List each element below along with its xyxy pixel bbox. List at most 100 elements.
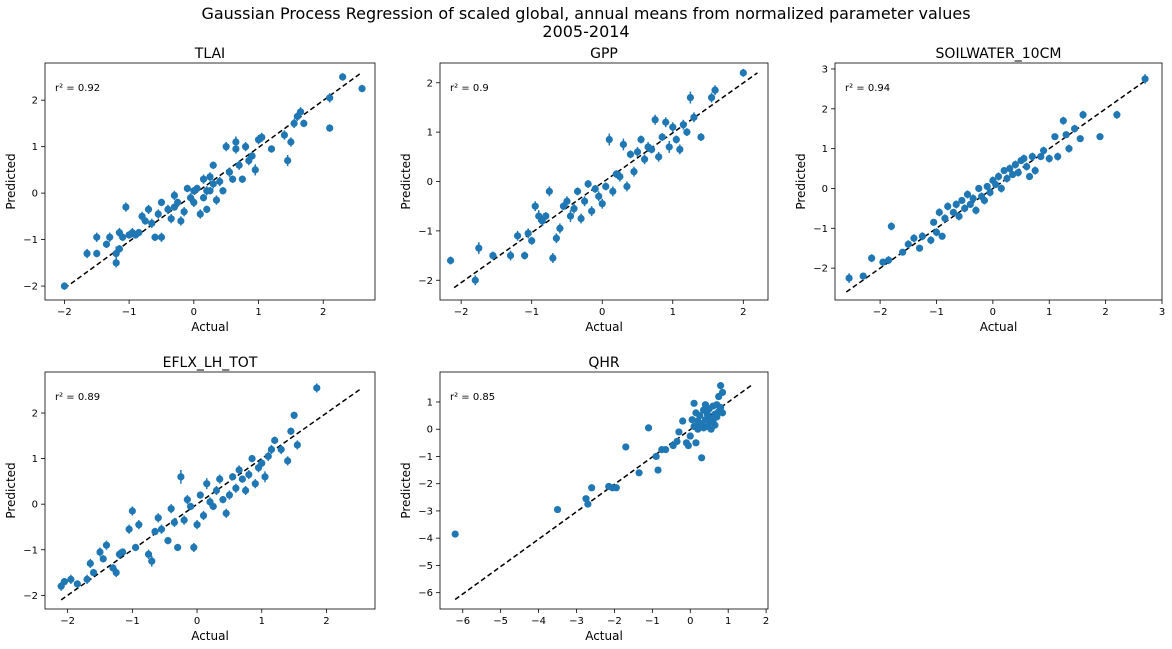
data-point <box>177 473 185 481</box>
x-tick-label: 1 <box>255 307 261 318</box>
y-tick-label: 0 <box>822 184 828 195</box>
data-point <box>60 578 69 586</box>
data-point <box>531 202 539 210</box>
data-point <box>183 184 191 193</box>
data-point <box>174 198 182 207</box>
data-point <box>245 470 253 479</box>
x-tick-label: −5 <box>493 616 508 627</box>
data-point <box>963 190 972 199</box>
data-point <box>1028 153 1036 161</box>
data-point <box>313 384 321 392</box>
x-tick-label: 1 <box>670 307 676 318</box>
data-point <box>640 155 649 163</box>
data-point <box>157 525 166 533</box>
data-point <box>622 443 630 451</box>
data-point <box>241 143 250 151</box>
x-tick-label: −2 <box>607 616 622 627</box>
data-point <box>119 548 127 556</box>
data-point <box>167 505 175 513</box>
x-tick-label: 3 <box>1159 307 1165 318</box>
y-tick-label: 1 <box>822 144 828 155</box>
y-tick-label: 1 <box>427 128 433 139</box>
y-tick-label: 1 <box>32 142 38 153</box>
data-point <box>225 168 234 176</box>
subplot-title: GPP <box>590 46 618 62</box>
data-point <box>938 232 946 240</box>
data-point <box>975 184 983 193</box>
reference-line <box>60 387 363 601</box>
data-point <box>186 502 195 511</box>
data-point <box>193 184 201 193</box>
data-point <box>326 94 334 102</box>
y-tick-label: 0 <box>427 177 433 188</box>
x-tick-label: 2 <box>320 307 326 318</box>
data-point <box>932 228 941 236</box>
data-point <box>570 205 578 213</box>
x-tick-label: −4 <box>531 616 546 627</box>
data-point <box>662 118 670 126</box>
x-tick-label: −1 <box>125 616 140 627</box>
data-point <box>952 200 960 209</box>
data-point <box>552 234 560 242</box>
data-point <box>605 135 613 144</box>
data-point <box>992 180 1000 189</box>
data-point <box>267 145 276 153</box>
data-point <box>884 256 893 264</box>
data-point <box>174 543 182 552</box>
data-point <box>904 240 912 248</box>
data-point <box>271 436 279 444</box>
reference-line <box>845 80 1146 293</box>
data-point <box>711 86 719 94</box>
y-tick-label: 2 <box>822 104 828 115</box>
y-tick-label: 0 <box>32 500 38 511</box>
data-point <box>521 251 529 260</box>
axes-frame <box>834 62 1163 301</box>
data-point <box>206 187 214 195</box>
data-point <box>199 175 208 183</box>
y-tick-label: −3 <box>418 506 433 517</box>
r-squared-annotation: r² = 0.89 <box>55 392 100 403</box>
data-point <box>89 568 98 577</box>
data-point <box>513 232 522 240</box>
data-point <box>1040 147 1048 155</box>
y-axis-label: Predicted <box>399 153 413 209</box>
data-point <box>235 466 243 474</box>
data-point <box>284 156 292 165</box>
data-point <box>528 237 536 245</box>
x-tick-label: −3 <box>569 616 584 627</box>
data-point <box>566 212 575 220</box>
x-tick-label: −2 <box>57 307 72 318</box>
x-axis-label: Actual <box>980 320 1018 334</box>
data-point <box>1113 111 1121 119</box>
data-point <box>203 205 211 213</box>
data-point <box>277 445 285 454</box>
data-point <box>151 527 159 536</box>
data-point <box>238 175 246 183</box>
data-point <box>935 208 943 216</box>
data-point <box>686 432 694 440</box>
y-axis-label: Predicted <box>794 153 808 209</box>
axes-frame <box>44 371 376 610</box>
data-point <box>899 248 907 256</box>
data-point <box>112 568 120 577</box>
data-point <box>623 182 631 191</box>
data-point <box>296 108 305 116</box>
data-point <box>148 557 156 565</box>
data-point <box>144 550 153 558</box>
data-point <box>232 145 240 153</box>
data-point <box>251 480 259 488</box>
data-point <box>1014 168 1022 177</box>
data-point <box>280 131 289 139</box>
data-point <box>148 219 156 227</box>
data-point <box>966 200 974 209</box>
y-tick-label: −2 <box>23 591 38 602</box>
data-point <box>717 382 725 390</box>
data-point <box>1000 166 1008 175</box>
y-axis-label: Predicted <box>4 153 18 209</box>
data-point <box>584 500 592 508</box>
data-point <box>199 511 208 520</box>
data-point <box>264 452 272 460</box>
subplot-title: SOILWATER_10CM <box>936 46 1062 62</box>
subplot-qhr: QHR −6 −5 −4 −3 −2 −1 0 1 2 −6 −5 −4 −3 −2 −1 0 1 Actual Pr… <box>399 355 769 643</box>
